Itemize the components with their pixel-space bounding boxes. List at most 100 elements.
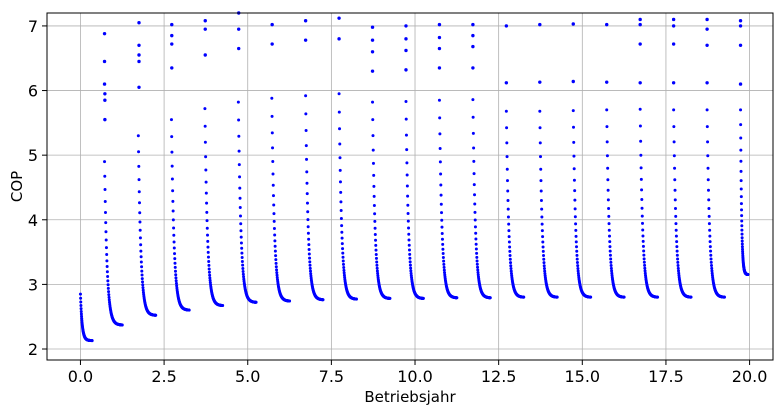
data-point xyxy=(677,269,681,273)
data-point xyxy=(675,240,679,244)
data-point xyxy=(671,42,676,46)
data-point xyxy=(640,188,644,192)
data-point xyxy=(638,81,642,85)
data-point xyxy=(475,262,479,266)
data-point xyxy=(204,155,208,159)
data-point xyxy=(208,273,212,277)
data-point xyxy=(605,125,609,129)
data-point xyxy=(641,234,645,238)
data-point xyxy=(238,214,242,218)
data-point xyxy=(206,245,210,249)
data-point xyxy=(372,204,376,208)
data-point xyxy=(337,110,341,114)
data-point xyxy=(306,231,310,235)
data-point xyxy=(204,191,208,195)
data-point xyxy=(575,257,579,261)
data-point xyxy=(102,82,107,86)
data-point xyxy=(239,229,243,233)
data-point xyxy=(340,242,344,246)
data-point xyxy=(709,249,713,253)
data-point xyxy=(304,128,308,132)
data-point xyxy=(141,286,145,290)
data-point xyxy=(172,246,176,250)
data-point xyxy=(538,109,542,113)
y-tick-label: 4 xyxy=(28,211,38,230)
data-point xyxy=(405,148,409,152)
data-point xyxy=(141,280,145,284)
data-point xyxy=(173,269,177,273)
data-point xyxy=(440,237,444,241)
data-point xyxy=(708,240,712,244)
data-point xyxy=(407,226,411,230)
data-point xyxy=(371,161,375,165)
data-point xyxy=(673,188,677,192)
data-point xyxy=(541,245,545,249)
data-point xyxy=(739,108,743,112)
y-tick-label: 2 xyxy=(28,340,38,359)
data-point xyxy=(374,248,378,252)
data-point xyxy=(272,227,276,231)
y-tick-label: 7 xyxy=(28,17,38,36)
data-point xyxy=(741,247,745,251)
data-point xyxy=(609,266,613,270)
data-point xyxy=(205,226,209,230)
data-point xyxy=(505,141,509,145)
data-point xyxy=(174,276,178,280)
data-point xyxy=(708,234,712,238)
data-point xyxy=(106,283,110,287)
data-point xyxy=(675,245,679,249)
data-point xyxy=(237,27,241,31)
data-point xyxy=(340,230,344,234)
data-point xyxy=(608,245,612,249)
data-point xyxy=(638,42,642,46)
data-point xyxy=(140,269,144,273)
data-point xyxy=(337,92,341,96)
data-point xyxy=(710,269,714,273)
grid-lines xyxy=(47,13,773,360)
data-point xyxy=(338,156,342,160)
data-point xyxy=(106,286,110,290)
data-point xyxy=(706,154,710,158)
data-point xyxy=(90,339,94,343)
y-tick-label: 6 xyxy=(28,82,38,101)
data-point xyxy=(407,232,411,236)
data-point xyxy=(438,116,442,120)
data-point xyxy=(643,269,647,273)
data-point xyxy=(740,239,744,243)
data-point xyxy=(540,215,544,219)
data-point xyxy=(408,252,412,256)
data-point xyxy=(707,207,711,211)
data-point xyxy=(236,100,240,104)
data-point xyxy=(339,200,343,204)
data-point xyxy=(540,229,544,233)
data-point xyxy=(138,236,142,240)
data-point xyxy=(170,42,174,46)
data-point xyxy=(409,271,413,275)
data-point xyxy=(641,239,645,243)
data-point xyxy=(170,150,174,154)
data-point xyxy=(171,189,175,193)
x-tick-label: 7.5 xyxy=(319,367,344,386)
data-point xyxy=(608,253,612,257)
data-point xyxy=(472,146,476,150)
data-point xyxy=(438,132,442,136)
data-point xyxy=(373,219,377,223)
data-point xyxy=(640,206,644,210)
data-point xyxy=(609,260,613,264)
data-point xyxy=(206,250,210,254)
data-point xyxy=(506,198,510,202)
data-point xyxy=(438,147,442,151)
data-point xyxy=(708,228,712,232)
data-point xyxy=(740,236,744,240)
data-point xyxy=(373,226,377,230)
data-point xyxy=(307,237,311,241)
data-point xyxy=(610,269,614,273)
data-point xyxy=(208,276,212,280)
data-point xyxy=(575,253,579,257)
data-point xyxy=(706,178,710,182)
data-point xyxy=(138,228,142,232)
data-point xyxy=(574,234,578,238)
data-point xyxy=(676,264,680,268)
data-point xyxy=(504,81,509,85)
data-point xyxy=(572,154,576,158)
